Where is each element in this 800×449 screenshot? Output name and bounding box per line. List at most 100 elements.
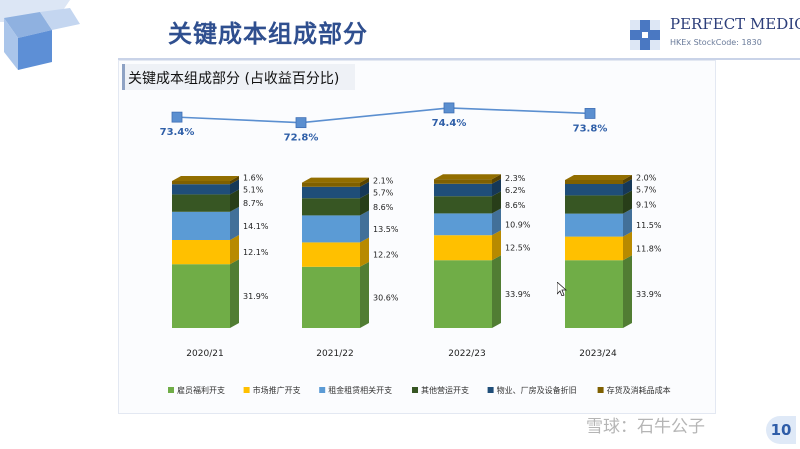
bar-segment-2021/22-0 xyxy=(302,266,360,328)
bar-segment-2023/24-5 xyxy=(565,180,623,184)
bar-side-2021/22-4 xyxy=(360,181,369,199)
bar-side-2023/24-1 xyxy=(623,231,632,261)
bar-side-2022/23-0 xyxy=(492,255,501,328)
bar-side-2022/23-2 xyxy=(492,208,501,236)
data-label-2020/21-0: 31.9% xyxy=(243,292,269,301)
data-label-2021/22-1: 12.2% xyxy=(373,251,399,260)
page-number: 10 xyxy=(766,416,796,444)
bar-top-2022/23 xyxy=(434,174,501,180)
bar-segment-2021/22-2 xyxy=(302,215,360,243)
bar-top-2020/21 xyxy=(172,176,239,181)
bar-segment-2021/22-4 xyxy=(302,186,360,199)
total-label-2021/22: 72.8% xyxy=(284,133,319,144)
data-label-2021/22-3: 8.6% xyxy=(373,203,394,212)
bar-side-2021/22-1 xyxy=(360,237,369,267)
total-label-2020/21: 73.4% xyxy=(160,127,195,138)
decorative-cube-graphic xyxy=(0,0,80,70)
bar-side-2020/21-2 xyxy=(230,206,239,240)
bar-side-2023/24-2 xyxy=(623,208,632,237)
bar-segment-2023/24-4 xyxy=(565,184,623,196)
bar-segment-2022/23-2 xyxy=(434,213,492,236)
data-label-2023/24-3: 9.1% xyxy=(636,201,657,210)
data-label-2020/21-3: 8.7% xyxy=(243,199,264,208)
bar-segment-2022/23-5 xyxy=(434,179,492,184)
bar-segment-2022/23-1 xyxy=(434,235,492,261)
bar-top-2021/22 xyxy=(302,177,369,183)
bar-segment-2020/21-5 xyxy=(172,181,230,185)
data-label-2023/24-5: 2.0% xyxy=(636,174,657,183)
legend-swatch-1 xyxy=(243,387,250,393)
bar-side-2021/22-5 xyxy=(360,177,369,187)
data-label-2022/23-4: 6.2% xyxy=(505,186,526,195)
bar-side-2022/23-3 xyxy=(492,191,501,214)
bar-segment-2020/21-3 xyxy=(172,194,230,212)
bar-side-2021/22-2 xyxy=(360,210,369,243)
total-point-2023/24 xyxy=(584,108,596,119)
bar-segment-2023/24-1 xyxy=(565,236,623,261)
chart-title: 关键成本组成部分 (占收益百分比) xyxy=(128,71,340,87)
total-label-2022/23: 74.4% xyxy=(432,118,467,129)
bar-side-2020/21-5 xyxy=(230,176,239,185)
bar-segment-2023/24-0 xyxy=(565,260,623,328)
bar-segment-2020/21-4 xyxy=(172,184,230,195)
bar-side-2023/24-5 xyxy=(623,175,632,184)
x-tick-label-2023/24: 2023/24 xyxy=(579,349,617,359)
bar-segment-2022/23-4 xyxy=(434,183,492,197)
bar-side-2021/22-0 xyxy=(360,261,369,328)
data-label-2020/21-4: 5.1% xyxy=(243,185,264,194)
x-tick-label-2021/22: 2021/22 xyxy=(316,349,353,359)
data-label-2021/22-5: 2.1% xyxy=(373,177,394,186)
bar-side-2020/21-3 xyxy=(230,189,239,212)
data-label-2023/24-4: 5.7% xyxy=(636,186,657,195)
data-label-2022/23-2: 10.9% xyxy=(505,220,531,229)
logo-text: PERFECT MEDICAL xyxy=(670,15,800,33)
total-point-2021/22 xyxy=(295,117,307,129)
data-label-2021/22-0: 30.6% xyxy=(373,293,399,302)
data-label-2022/23-3: 8.6% xyxy=(505,201,526,210)
bar-segment-2021/22-5 xyxy=(302,182,360,187)
bar-segment-2020/21-0 xyxy=(172,264,230,328)
legend-swatch-5 xyxy=(597,387,604,393)
company-logo xyxy=(630,20,660,50)
legend-label-1: 市场推广开支 xyxy=(253,385,301,395)
total-line xyxy=(176,107,591,124)
mouse-cursor-icon xyxy=(557,282,567,296)
bar-segment-2020/21-1 xyxy=(172,240,230,265)
bar-side-2020/21-4 xyxy=(230,179,239,195)
x-tick-label-2022/23: 2022/23 xyxy=(448,349,485,359)
legend-swatch-4 xyxy=(487,387,494,393)
bar-segment-2020/21-2 xyxy=(172,211,230,240)
title-divider xyxy=(118,58,800,60)
data-label-2021/22-2: 13.5% xyxy=(373,225,399,234)
legend-swatch-2 xyxy=(319,387,326,393)
data-label-2022/23-5: 2.3% xyxy=(505,174,526,183)
bar-side-2022/23-1 xyxy=(492,230,501,261)
data-label-2023/24-2: 11.5% xyxy=(636,221,662,230)
data-label-2020/21-2: 14.1% xyxy=(243,222,269,231)
data-label-2023/24-0: 33.9% xyxy=(636,290,662,299)
bar-segment-2021/22-1 xyxy=(302,242,360,267)
bar-segment-2022/23-3 xyxy=(434,196,492,214)
total-label-2023/24: 73.8% xyxy=(573,123,608,134)
bar-segment-2021/22-3 xyxy=(302,198,360,216)
bar-side-2022/23-4 xyxy=(492,178,501,197)
legend-label-5: 存货及消耗品成本 xyxy=(607,385,671,395)
bar-side-2023/24-4 xyxy=(623,179,632,196)
bar-segment-2022/23-0 xyxy=(434,260,492,328)
watermark: 雪球：石牛公子 xyxy=(586,417,705,437)
bar-side-2023/24-3 xyxy=(623,190,632,214)
chart-title-bar xyxy=(122,64,355,90)
x-tick-label-2020/21: 2020/21 xyxy=(186,349,223,359)
logo-stock-code: HKEx StockCode: 1830 xyxy=(670,38,762,47)
bar-side-2020/21-0 xyxy=(230,259,239,328)
bar-side-2023/24-0 xyxy=(623,255,632,328)
data-label-2022/23-1: 12.5% xyxy=(505,244,531,253)
bar-segment-2023/24-2 xyxy=(565,213,623,237)
total-point-2022/23 xyxy=(443,102,455,114)
legend-label-2: 租金租赁相关开支 xyxy=(328,385,392,395)
legend-swatch-0 xyxy=(168,387,174,393)
bar-side-2020/21-1 xyxy=(230,235,239,265)
legend-swatch-3 xyxy=(412,387,418,393)
data-label-2023/24-1: 11.8% xyxy=(636,244,662,253)
